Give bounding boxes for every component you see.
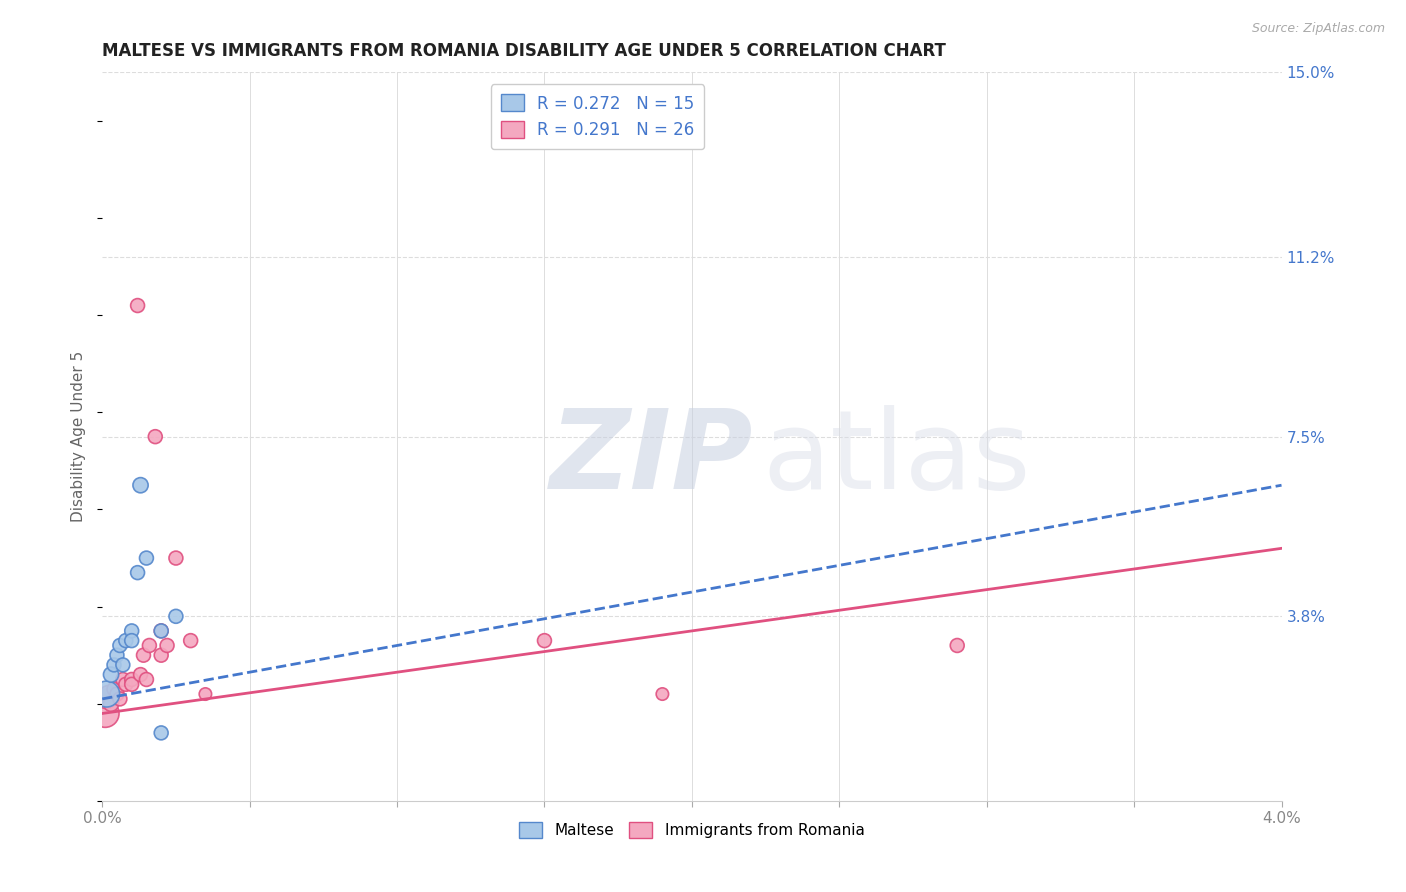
Point [127,566,149,580]
Text: MALTESE VS IMMIGRANTS FROM ROMANIA DISABILITY AGE UNDER 5 CORRELATION CHART: MALTESE VS IMMIGRANTS FROM ROMANIA DISAB… [103,42,946,60]
Point [165,551,187,566]
Point [129,667,152,681]
Point [97,687,120,701]
Point [150,624,173,638]
Point [96,687,118,701]
Point [111,673,134,687]
Point [150,726,173,740]
Point [127,299,149,313]
Point [121,677,143,691]
Point [108,692,131,706]
Y-axis label: Disability Age Under 5: Disability Age Under 5 [72,351,86,523]
Point [121,624,143,638]
Text: atlas: atlas [762,405,1031,512]
Point [150,624,173,638]
Point [138,639,160,653]
Point [111,657,134,672]
Point [100,697,122,711]
Point [96,692,118,706]
Point [132,648,155,663]
Point [100,667,122,681]
Point [114,677,136,691]
Point [135,551,157,566]
Point [121,673,143,687]
Point [194,687,217,701]
Point [156,639,179,653]
Point [108,639,131,653]
Text: Source: ZipAtlas.com: Source: ZipAtlas.com [1251,22,1385,36]
Point [103,657,125,672]
Point [105,648,128,663]
Legend: Maltese, Immigrants from Romania: Maltese, Immigrants from Romania [513,816,870,844]
Point [143,430,166,444]
Text: ZIP: ZIP [550,405,754,512]
Point [651,687,673,701]
Point [533,633,555,648]
Point [180,633,202,648]
Point [129,478,152,492]
Point [103,682,125,697]
Point [121,633,143,648]
Point [135,673,157,687]
Point [94,706,117,721]
Point [150,648,173,663]
Point [165,609,187,624]
Point [105,687,128,701]
Point [114,633,136,648]
Point [946,639,969,653]
